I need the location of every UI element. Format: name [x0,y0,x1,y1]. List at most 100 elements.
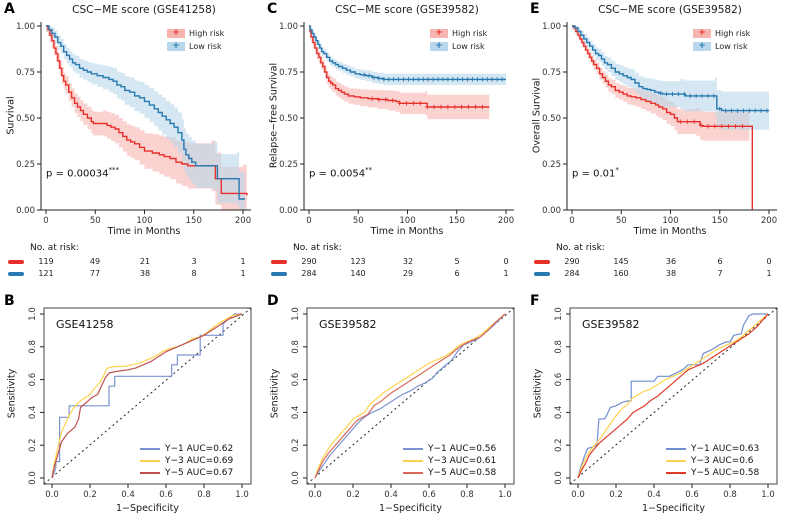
y-tick-label: 0.25 [542,160,561,170]
roc-plot-F: 0.0 0.0 0.2 0.2 0.4 0.4 0.6 0.6 0.8 0.8 1.0 1.0 [554,307,778,500]
risk-count: 1 [240,257,246,266]
significance-stars: * [615,166,619,174]
censor-plus-icon: + [435,41,443,51]
x-axis-label: Time in Months [633,226,707,237]
risk-count: 38 [139,269,151,278]
y-tick-label: 1.00 [279,22,298,32]
risk-count: 49 [89,257,101,266]
legend: + High risk + Low risk [167,27,224,53]
risk-count: 290 [564,257,580,266]
y-tick-label: 0.50 [16,114,35,124]
confidence-band [46,26,245,210]
low-risk-swatch: + [167,42,185,51]
legend-item-y5: Y−5 AUC=0.58 [666,467,759,479]
high-risk-swatch: + [430,29,448,38]
y-tick-label: 0.50 [279,114,298,124]
x-tick-label: 0.4 [121,490,135,500]
legend-label: Low risk [452,42,485,51]
risk-count: 29 [402,269,414,278]
panel-letter-F: F [530,293,540,309]
panel-letter-D: D [267,293,279,309]
y1-line-swatch [140,448,160,450]
y-tick-label: 0.4 [554,406,564,420]
km-plot-C: 0.00 0.25 0.50 0.75 1.00 0 50 100 150 200 [279,22,514,226]
y-tick-label: 0.00 [279,206,298,216]
panel-C: 0.00 0.25 0.50 0.75 1.00 0 50 100 150 200 C CSC−M… [263,0,526,292]
legend-label: High risk [452,29,488,38]
risk-count: 3 [191,257,197,266]
risk-count: 145 [613,257,629,266]
km-plot-A: 0.00 0.25 0.50 0.75 1.00 0 50 100 150 200 [16,22,251,226]
y3-line-swatch [140,460,160,462]
x-tick-label: 0.0 [308,490,322,500]
y-tick-label: 0.75 [16,68,35,78]
risk-count: 121 [38,269,54,278]
x-tick-label: 100 [136,216,152,226]
x-tick-label: 1.0 [235,490,249,500]
panel-letter-E: E [530,1,540,17]
legend-label: High risk [189,29,225,38]
legend-label: Low risk [189,42,222,51]
risk-count: 38 [665,269,677,278]
high-risk-marker [534,260,550,264]
y-tick-label: 0.75 [279,68,298,78]
x-tick-label: 0 [569,216,574,226]
y-tick-label: 0.0 [291,471,301,485]
panel-letter-A: A [4,1,15,17]
legend-item-y3: Y−3 AUC=0.69 [140,455,233,467]
y-tick-label: 0.00 [542,206,561,216]
y-tick-label: 1.0 [291,307,301,321]
dataset-label: GSE41258 [56,318,114,331]
y5-line-swatch [140,472,160,474]
y-tick-label: 0.4 [291,406,301,420]
risk-count: 0 [766,257,772,266]
risk-count: 140 [350,269,366,278]
x-tick-label: 50 [616,216,627,226]
x-tick-label: 150 [449,216,465,226]
y-tick-label: 1.00 [542,22,561,32]
confidence-band [309,26,506,89]
roc-curve [314,313,506,479]
x-tick-label: 0.0 [45,490,59,500]
x-tick-label: 0.2 [83,490,97,500]
legend-label: High risk [715,29,751,38]
legend-item-y1: Y−1 AUC=0.56 [403,443,496,455]
legend-item-y3: Y−3 AUC=0.6 [666,455,759,467]
roc-curve [577,313,769,479]
x-tick-label: 150 [712,216,728,226]
censor-plus-icon: + [698,41,706,51]
dataset-label: GSE39582 [319,318,377,331]
y-tick-label: 0.25 [279,160,298,170]
risk-count: 1 [766,269,772,278]
panel-A: 0.00 0.25 0.50 0.75 1.00 0 50 100 150 200 A CSC−M… [0,0,263,292]
y-tick-label: 1.0 [554,307,564,321]
high-risk-swatch: + [693,29,711,38]
y1-line-swatch [403,448,423,450]
p-value: p = 0.0054** [309,166,372,179]
y-tick-label: 0.8 [554,340,564,354]
p-value: p = 0.01* [572,166,619,179]
y-tick-label: 0.75 [542,68,561,78]
legend-label: Y−5 AUC=0.58 [691,468,760,478]
x-axis-label: Time in Months [370,226,444,237]
high-risk-marker [271,260,287,264]
legend-label: Y−3 AUC=0.69 [165,456,234,466]
panel-letter-C: C [267,1,278,17]
survival-curve [46,25,245,200]
dataset-label: GSE39582 [582,318,640,331]
legend-label: Y−5 AUC=0.58 [428,468,497,478]
risk-count: 0 [503,257,509,266]
risk-count: 36 [665,257,677,266]
panel-E: 0.00 0.25 0.50 0.75 1.00 0 50 100 150 200 E CSC−M… [526,0,790,292]
risk-table-header: No. at risk: [293,243,342,253]
y-axis-label: Relapse−free Survival [268,62,280,169]
y-axis-label: Overall Survival [531,77,543,154]
censor-plus-icon: + [172,41,180,51]
risk-row-high: 290 123 32 5 0 [263,257,526,267]
legend: + High risk + Low risk [693,27,750,53]
km-plot-E: 0.00 0.25 0.50 0.75 1.00 0 50 100 150 200 [542,22,777,226]
x-tick-label: 50 [90,216,101,226]
risk-row-low: 284 140 29 6 1 [263,269,526,279]
roc-curve [314,313,506,479]
